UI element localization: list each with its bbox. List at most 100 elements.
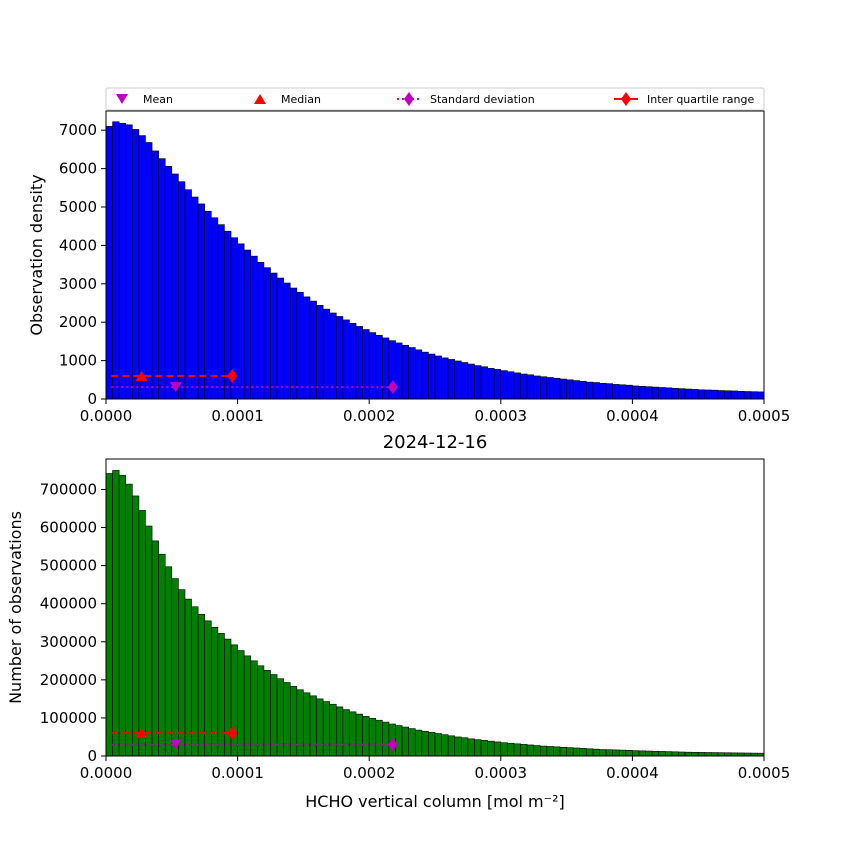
top-histogram-bar [743,391,752,400]
top-histogram-bar [447,359,456,400]
bottom-histogram-bar [316,698,324,757]
top-histogram-bar [487,367,495,400]
top-histogram-bar [382,337,390,400]
bottom-histogram-bar [414,729,423,757]
bottom-y-tick-label: 200000 [40,671,97,689]
top-histogram-bar [645,386,653,400]
bottom-histogram-bar [572,747,581,757]
bottom-histogram-bar [138,510,146,757]
bottom-mean-marker [169,739,182,750]
top-x-tick-label: 0.0005 [738,407,791,425]
bottom-histogram-bar [257,665,265,757]
bottom-std-upper-marker [387,737,398,752]
bottom-histogram-bar [704,752,712,757]
bottom-histogram-bar [243,655,252,757]
bottom-histogram-bar [454,736,462,757]
bottom-panel: 0.0000 0.0001 0.0002 0.0003 0.0004 0.0005 0 100… [6,458,790,811]
bottom-y-tick-label: 100000 [40,709,97,727]
top-y-tick-label: 7000 [59,121,97,139]
top-y-axis-label: Observation density [27,174,46,335]
top-std-upper-marker [387,380,398,395]
top-histogram-bar [638,386,646,400]
bottom-histogram-bar [625,749,633,757]
bottom-histogram-bar [461,737,469,757]
top-histogram-bar [526,374,534,400]
bottom-median-marker [135,728,148,739]
bottom-y-tick-label: 300000 [40,633,97,651]
top-histogram-bar [599,382,607,400]
figure-title: 2024-12-16 [383,432,488,453]
top-histogram-bar [217,224,225,400]
top-histogram-bar [434,355,442,400]
top-histogram-bar [724,390,732,400]
legend-median-label: Median [281,93,321,106]
bottom-histogram-bar [151,540,159,757]
top-histogram-bar [737,391,745,400]
top-histogram-bar [697,389,706,400]
bottom-histogram-bar [164,566,173,757]
top-histogram-bar [711,389,719,400]
top-histogram-bar [664,387,673,400]
top-histogram-bar [546,377,554,400]
top-histogram-bar [237,243,245,400]
bottom-y-tick-label: 400000 [40,595,97,613]
top-histogram-bar [132,129,140,400]
top-y-tick-label: 3000 [59,275,97,293]
bottom-histogram-bar [678,751,686,757]
bottom-histogram-bar [586,748,594,757]
bottom-histogram-bar [335,706,344,757]
top-histogram-bar [441,357,449,400]
bottom-histogram-bar [289,686,298,757]
bottom-histogram-bar [599,749,607,757]
legend-std-marker [404,92,414,106]
bottom-histogram-bar [638,750,646,757]
bottom-histogram-bar [579,748,587,757]
bottom-histogram-bar [309,695,317,757]
legend-entry-iqr: Inter quartile range [614,92,754,106]
bottom-histogram-bar [171,578,179,757]
top-x-tick-label: 0.0004 [606,407,659,425]
bottom-x-tick-label: 0.0000 [80,764,133,782]
bottom-histogram-bar [342,709,350,757]
top-histogram-bar [164,166,173,400]
bottom-histogram-bar [197,614,205,757]
bottom-histogram-bar [711,752,719,757]
top-histogram-bar [125,124,133,400]
bottom-histogram-bar [349,711,357,757]
top-histogram-bar [684,388,692,400]
bottom-y-tick-label: 600000 [40,519,97,537]
top-histogram-bar [118,122,127,400]
top-histogram-bar [408,347,416,400]
legend-entry-mean: Mean [116,93,173,106]
bottom-histogram-bar [559,746,567,757]
bottom-histogram-bar [507,742,515,757]
bottom-axes-frame [105,458,765,757]
top-histogram-bar [171,173,179,400]
top-histogram-bar [210,217,219,400]
legend-entry-median: Median [254,93,321,106]
bottom-histogram-bar [401,726,409,757]
top-y-tick-label: 4000 [59,236,97,254]
legend-iqr-label: Inter quartile range [647,93,754,106]
top-histogram-bar [592,382,600,400]
top-histogram-bar [309,300,317,400]
top-histogram-bar [757,391,765,400]
top-histogram-bar [632,385,640,400]
bottom-histogram-bar [520,744,528,757]
top-histogram-bar [322,308,331,400]
bottom-histogram-bar [210,626,219,757]
top-histogram-bar [579,381,587,400]
bottom-histogram-bar [428,732,436,757]
top-y-tick-label: 2000 [59,313,97,331]
top-histogram-bar [283,282,291,400]
bottom-histogram-bar [303,692,311,757]
top-histogram-bar [717,390,725,400]
bottom-histogram-bar [204,620,212,757]
bottom-histogram-bar [533,745,541,757]
top-y-tick-label: 0 [87,390,97,408]
bottom-histogram-bar [368,717,377,757]
top-x-tick-label: 0.0000 [80,407,133,425]
top-histogram-bar [730,390,738,400]
bottom-histogram-bar [145,525,153,757]
top-histogram-bar [263,267,271,400]
